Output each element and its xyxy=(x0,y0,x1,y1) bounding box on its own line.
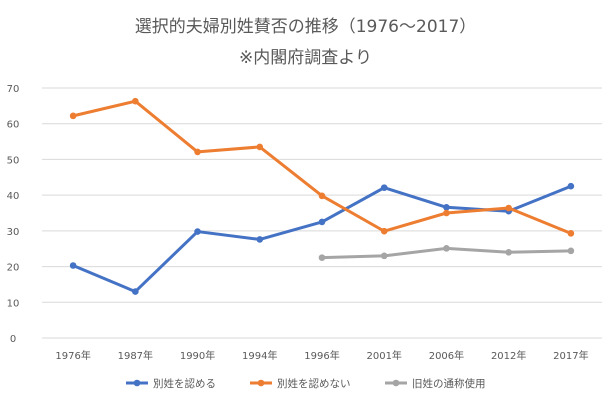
series-line xyxy=(71,99,573,235)
data-point xyxy=(194,148,201,156)
data-point xyxy=(380,184,388,191)
data-point xyxy=(567,230,575,237)
legend-marker xyxy=(392,379,400,387)
data-point xyxy=(256,236,264,243)
legend-label: 別姓を認める xyxy=(153,377,216,390)
x-tick-label: 1976年 xyxy=(55,349,90,362)
y-tick-label: 50 xyxy=(7,155,20,166)
y-tick-label: 70 xyxy=(7,84,20,95)
data-point xyxy=(69,262,77,269)
y-tick-label: 30 xyxy=(7,227,20,238)
legend-label: 旧姓の通称使用 xyxy=(412,377,486,390)
x-tick-label: 1990年 xyxy=(180,349,215,362)
chart-subtitle: ※内閣府調査より xyxy=(239,48,372,68)
y-tick-label: 20 xyxy=(7,263,20,274)
x-tick-label: 1996年 xyxy=(304,349,339,362)
x-tick-label: 2001年 xyxy=(366,349,401,362)
x-tick-label: 2012年 xyxy=(491,349,526,362)
data-point xyxy=(256,143,264,151)
data-point xyxy=(318,218,326,226)
legend-item: 別姓を認める xyxy=(126,377,216,390)
data-point xyxy=(318,192,326,200)
data-point xyxy=(69,112,77,120)
legend-marker xyxy=(257,379,265,387)
legend-marker xyxy=(133,379,141,387)
y-tick-label: 10 xyxy=(7,298,20,309)
data-point xyxy=(380,252,388,260)
data-point xyxy=(567,182,575,190)
x-tick-label: 2017年 xyxy=(553,349,588,362)
legend-item: 旧姓の通称使用 xyxy=(385,377,486,390)
y-tick-label: 40 xyxy=(7,191,20,202)
y-tick-label: 60 xyxy=(7,120,20,131)
x-tick-label: 1987年 xyxy=(118,349,153,362)
legend-label: 別姓を認めない xyxy=(277,377,351,390)
data-point xyxy=(443,245,450,252)
series-line xyxy=(71,184,573,294)
x-tick-label: 1994年 xyxy=(242,349,277,362)
data-point xyxy=(505,204,512,212)
data-point xyxy=(505,248,512,256)
data-point xyxy=(567,247,575,255)
x-tick-label: 2006年 xyxy=(429,349,464,362)
series-2 xyxy=(69,97,575,237)
data-point xyxy=(132,288,139,295)
series-3 xyxy=(318,245,575,261)
chart-title: 選択的夫婦別姓賛否の推移（1976～2017） xyxy=(134,17,477,37)
data-point xyxy=(443,203,450,211)
legend-item: 別姓を認めない xyxy=(250,377,351,390)
y-tick-label: 0 xyxy=(10,334,16,345)
data-point xyxy=(194,228,201,235)
data-point xyxy=(443,209,450,217)
series-1 xyxy=(69,182,575,295)
data-point xyxy=(380,227,388,235)
data-point xyxy=(318,254,326,261)
data-point xyxy=(132,97,139,105)
